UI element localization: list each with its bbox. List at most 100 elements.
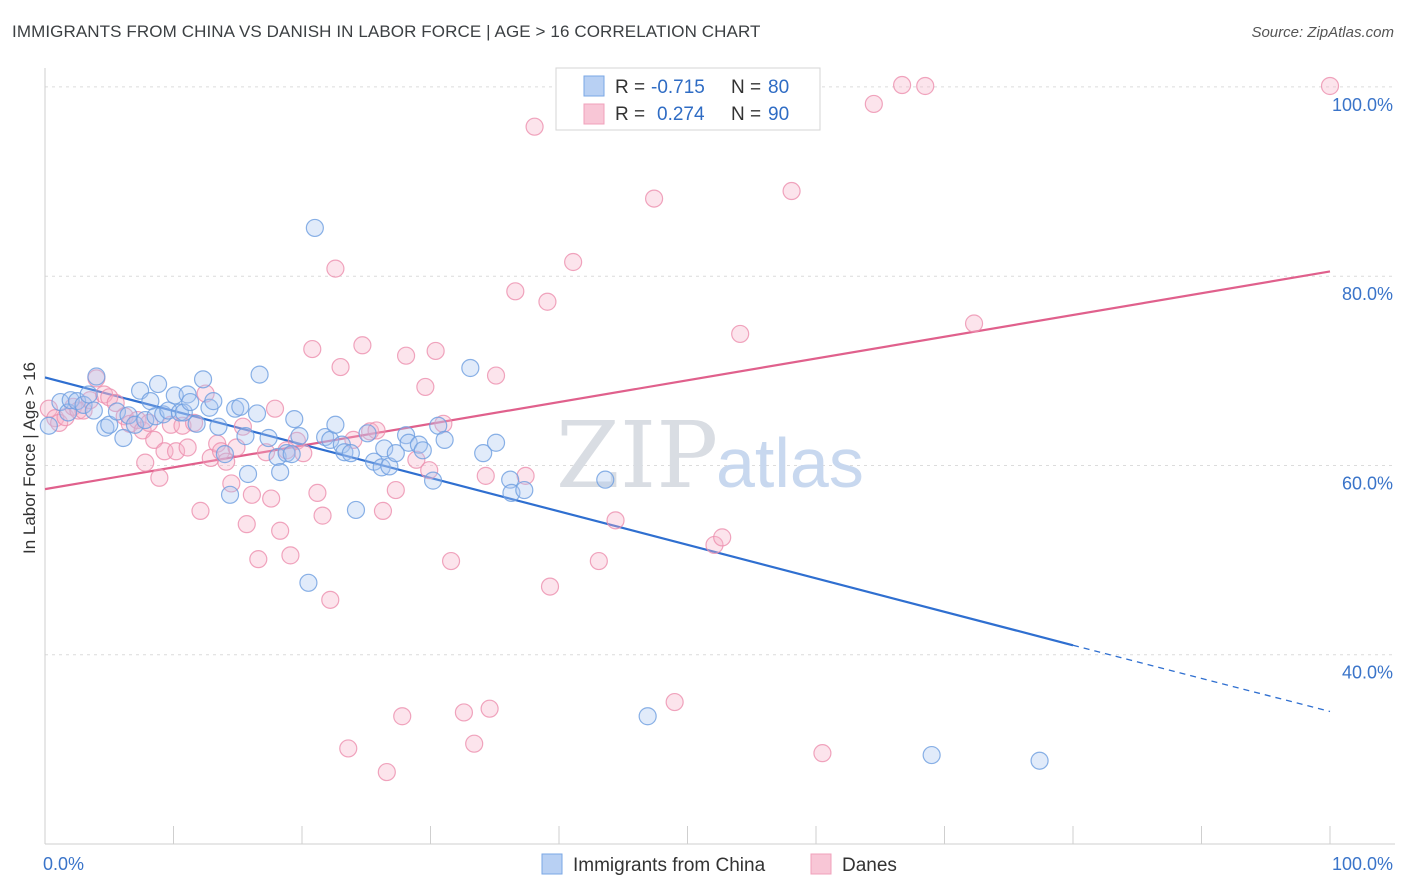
legend-r-label-danes: R = [615, 104, 645, 125]
danes-point-14 [128, 410, 147, 430]
danes-point-85 [731, 324, 750, 344]
bottom-legend: Immigrants from China Danes [541, 853, 897, 876]
danes-point-61 [396, 346, 416, 365]
china-point-38 [247, 404, 267, 423]
danes-point-79 [589, 551, 608, 571]
china-point-46 [290, 427, 309, 446]
danes-point-60 [393, 707, 412, 726]
legend-n-label-danes: N = [731, 104, 761, 125]
danes-point-86 [782, 181, 801, 201]
china-point-58 [372, 458, 391, 477]
china-point-31 [209, 417, 228, 436]
danes-point-74 [516, 466, 535, 485]
china-point-71 [486, 433, 506, 452]
danes-point-6 [74, 401, 93, 420]
china-point-30 [204, 392, 223, 411]
danes-point-38 [256, 443, 276, 462]
china-point-37 [238, 464, 258, 484]
china-point-54 [341, 444, 360, 463]
danes-point-67 [441, 551, 461, 571]
china-point-44 [282, 445, 301, 464]
watermark-zip: ZIP [556, 402, 718, 509]
y-tick-label-2: 80.0% [1342, 284, 1393, 304]
y-tick-labels: 40.0% 60.0% 80.0% 100.0% [1332, 95, 1393, 683]
danes-point-51 [331, 357, 350, 377]
danes-point-48 [313, 506, 332, 525]
danes-point-54 [353, 336, 372, 355]
china-point-74 [515, 480, 534, 500]
danes-point-91 [964, 314, 984, 333]
china-point-48 [305, 218, 324, 238]
danes-point-57 [373, 501, 393, 520]
legend-n-value-danes: 90 [768, 104, 789, 125]
legend-r-value-china: -0.715 [651, 77, 705, 98]
danes-point-58 [377, 762, 396, 782]
watermark: ZIP atlas [556, 402, 864, 509]
danes-point-78 [564, 252, 583, 272]
danes-point-65 [426, 341, 445, 361]
china-point-76 [638, 707, 657, 726]
danes-point-52 [339, 739, 358, 758]
danes-point-92 [1320, 76, 1340, 96]
danes-point-83 [705, 535, 724, 555]
china-point-7 [84, 401, 103, 420]
china-point-8 [87, 367, 106, 386]
china-point-42 [271, 462, 290, 482]
danes-point-50 [326, 259, 345, 278]
danes-point-55 [361, 422, 380, 441]
china-point-47 [299, 573, 318, 592]
x-tick-label-1: 100.0% [1332, 854, 1393, 874]
bottom-legend-label-danes: Danes [842, 855, 897, 876]
bottom-legend-label-china: Immigrants from China [573, 855, 766, 876]
danes-point-27 [196, 384, 215, 403]
china-point-56 [358, 424, 377, 443]
china-trend-line [44, 376, 1074, 647]
danes-point-36 [242, 485, 261, 504]
legend-n-value-china: 80 [768, 77, 789, 98]
legend-r-value-danes: 0.274 [657, 104, 705, 125]
chart-title: IMMIGRANTS FROM CHINA VS DANISH IN LABOR… [12, 22, 761, 41]
china-point-12 [114, 428, 133, 448]
y-tick-label-3: 100.0% [1332, 95, 1393, 115]
china-point-69 [461, 358, 480, 378]
china-point-72 [501, 470, 520, 489]
danes-point-24 [178, 438, 197, 457]
china-point-55 [346, 500, 366, 520]
china-point-28 [193, 370, 213, 389]
china-trend-extension [1072, 644, 1331, 713]
danes-point-71 [480, 699, 499, 718]
china-point-45 [285, 409, 304, 429]
danes-point-77 [540, 577, 560, 596]
china-point-41 [268, 447, 287, 467]
china-point-77 [922, 745, 941, 765]
danes-point-88 [864, 94, 883, 114]
danes-point-76 [538, 292, 557, 311]
china-point-16 [136, 410, 155, 430]
china-points [39, 76, 1049, 770]
china-point-75 [596, 470, 615, 489]
china-point-70 [474, 444, 493, 463]
danes-point-47 [308, 483, 327, 503]
danes-point-37 [249, 550, 268, 569]
china-point-59 [375, 439, 394, 458]
danes-point-73 [506, 282, 525, 301]
danes-point-23 [173, 416, 192, 435]
danes-point-31 [217, 452, 236, 471]
danes-point-22 [166, 442, 186, 461]
danes-point-82 [665, 692, 684, 712]
china-point-33 [220, 485, 240, 504]
china-point-39 [250, 365, 269, 384]
danes-point-89 [892, 75, 912, 95]
china-point-32 [215, 445, 234, 464]
china-point-40 [259, 428, 278, 448]
china-point-27 [187, 414, 206, 433]
danes-point-41 [271, 521, 290, 540]
danes-point-68 [454, 703, 474, 722]
china-point-49 [316, 427, 335, 447]
trend-lines [44, 270, 1331, 713]
china-point-21 [159, 401, 178, 420]
danes-trend-line [44, 270, 1331, 491]
danes-point-64 [420, 461, 439, 480]
china-point-36 [236, 427, 255, 446]
